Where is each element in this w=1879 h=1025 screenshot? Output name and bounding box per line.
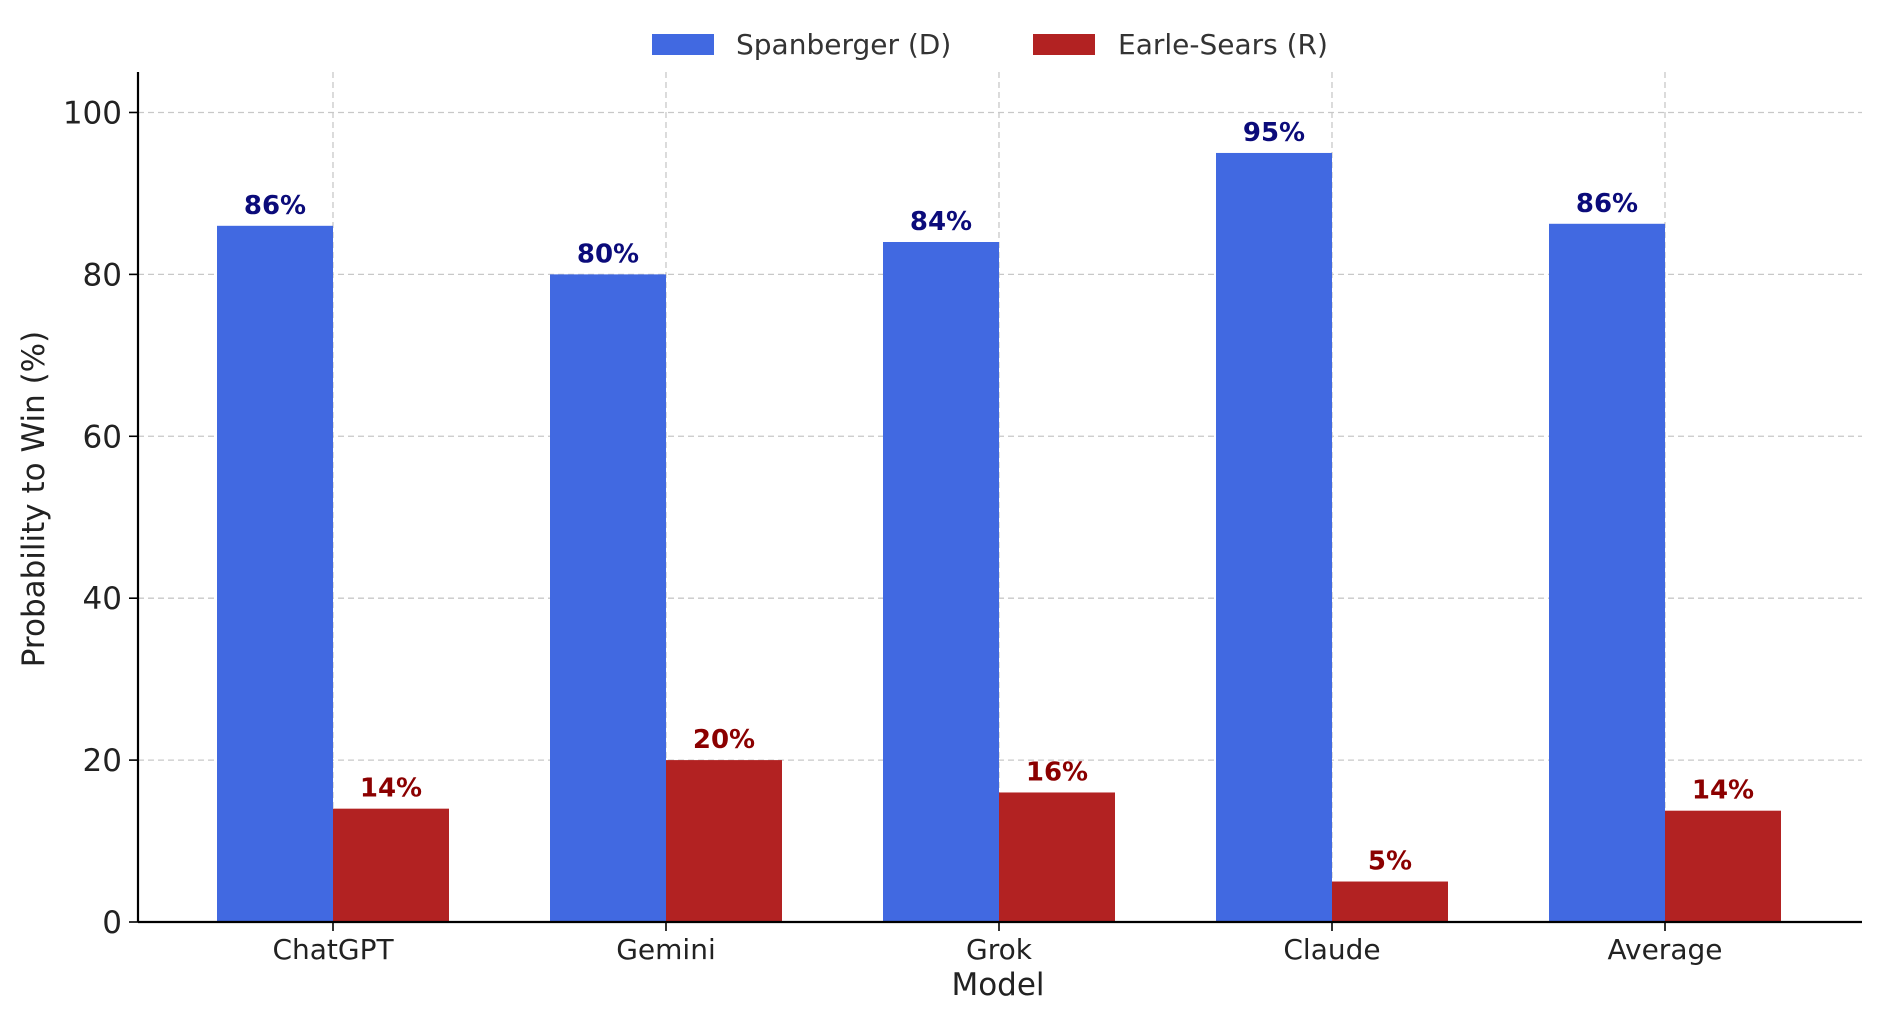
data-label-earle-sears-chatgpt: 14%: [360, 774, 422, 804]
bar-spanberger-grok: [883, 242, 999, 922]
x-axis-title: Model: [951, 967, 1044, 1003]
x-tick-label: Average: [1608, 933, 1723, 966]
x-tick-label: Claude: [1283, 933, 1380, 966]
y-tick-label: 60: [83, 419, 122, 455]
data-labels: 86% 80% 84% 95% 86% 14% 20% 16% 5% 14%: [244, 118, 1754, 877]
y-tick-label: 40: [83, 581, 122, 617]
axes: 0 20 40 60 80 100 ChatGPT Gemini Grok Claude Avera…: [63, 72, 1862, 966]
x-tick-label: Gemini: [616, 933, 716, 966]
data-label-spanberger-claude: 95%: [1243, 118, 1305, 148]
y-tick-label: 80: [83, 257, 122, 293]
bar-earle-sears-grok: [999, 792, 1115, 922]
data-label-spanberger-average: 86%: [1576, 189, 1638, 219]
data-label-spanberger-gemini: 80%: [577, 239, 639, 269]
y-axis-title: Probability to Win (%): [16, 331, 52, 667]
y-tick-label: 0: [102, 905, 122, 941]
bar-spanberger-average: [1549, 223, 1665, 923]
x-tick-label: ChatGPT: [272, 933, 394, 966]
bar-earle-sears-average: [1665, 810, 1781, 922]
data-label-earle-sears-claude: 5%: [1368, 847, 1412, 877]
bar-earle-sears-gemini: [666, 760, 782, 922]
data-label-spanberger-chatgpt: 86%: [244, 191, 306, 221]
data-label-earle-sears-grok: 16%: [1026, 757, 1088, 787]
y-tick-label: 100: [63, 95, 122, 131]
x-tick-label: Grok: [966, 933, 1033, 966]
legend-label-earle-sears: Earle-Sears (R): [1118, 28, 1328, 61]
data-label-earle-sears-average: 14%: [1692, 776, 1754, 806]
data-label-earle-sears-gemini: 20%: [693, 725, 755, 755]
bar-spanberger-gemini: [550, 274, 666, 922]
legend-swatch-earle-sears: [1033, 34, 1095, 55]
bar-earle-sears-claude: [1332, 881, 1448, 922]
legend-label-spanberger: Spanberger (D): [736, 28, 951, 61]
bar-spanberger-chatgpt: [217, 225, 333, 923]
bars: [217, 152, 1781, 923]
bar-earle-sears-chatgpt: [333, 808, 449, 922]
legend-swatch-spanberger: [652, 34, 714, 55]
data-label-spanberger-grok: 84%: [910, 207, 972, 237]
legend: Spanberger (D) Earle-Sears (R): [652, 28, 1328, 61]
bar-spanberger-claude: [1216, 152, 1332, 922]
y-tick-label: 20: [83, 743, 122, 779]
